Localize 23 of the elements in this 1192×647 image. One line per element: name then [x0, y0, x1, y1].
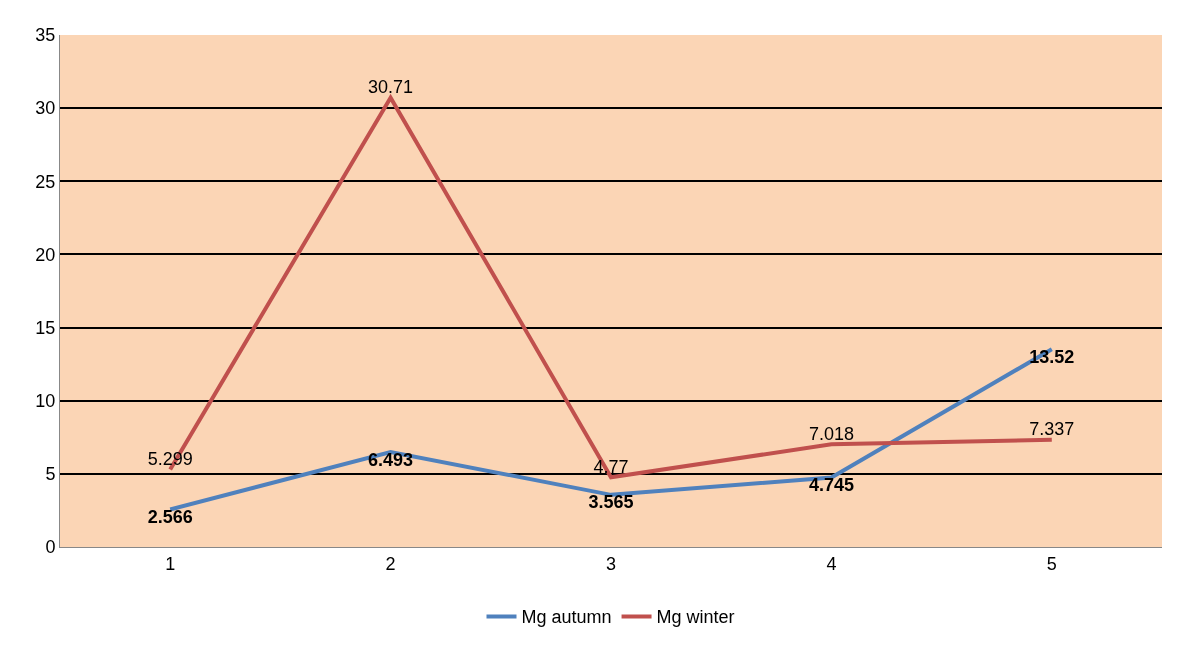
data-label: 4.77: [593, 456, 629, 477]
y-tick-label: 0: [45, 537, 56, 558]
data-label: 5.299: [147, 448, 193, 469]
x-tick-label: 2: [385, 553, 396, 574]
data-label: 2.566: [147, 506, 193, 527]
y-tick-label: 30: [35, 98, 56, 119]
data-label: 7.018: [808, 423, 854, 444]
y-tick-label: 20: [35, 244, 56, 265]
y-tick-label: 15: [35, 317, 56, 338]
y-tick-label: 25: [35, 171, 56, 192]
data-label: 4.745: [808, 475, 854, 496]
x-tick-label: 4: [826, 553, 837, 574]
x-tick-label: 3: [605, 553, 617, 574]
data-label: 3.565: [588, 492, 634, 513]
legend-label: Mg winter: [656, 607, 735, 628]
x-tick-label: 1: [165, 553, 176, 574]
legend-label: Mg autumn: [521, 607, 612, 628]
y-tick-label: 5: [45, 464, 56, 485]
data-label: 7.337: [1029, 419, 1075, 440]
y-tick-label: 10: [35, 391, 56, 412]
x-tick-label: 5: [1046, 553, 1057, 574]
data-label: 30.71: [368, 77, 414, 98]
y-tick-label: 35: [35, 25, 56, 46]
